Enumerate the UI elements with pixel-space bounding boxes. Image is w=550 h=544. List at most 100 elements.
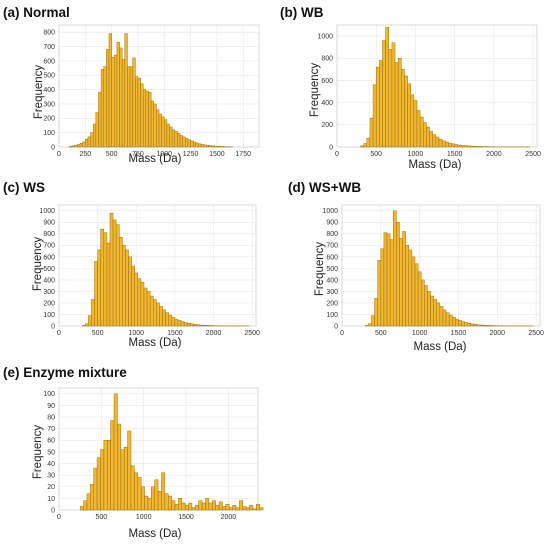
panel-b-bar	[444, 141, 449, 148]
panel-c-ytick-label: 900	[43, 220, 55, 227]
panel-e-bar	[134, 472, 139, 511]
panel-e-bar	[222, 506, 227, 511]
panel-d-bar	[430, 295, 434, 327]
panel-a-bar	[190, 140, 194, 148]
panel-e-bar	[96, 457, 101, 511]
panel-a-bar	[82, 141, 86, 148]
panel-a-xtick-label: 1750	[235, 151, 251, 158]
panel-a-bar	[182, 136, 186, 148]
panel-e-bar	[113, 393, 118, 511]
panel-c-bar	[103, 232, 108, 327]
panel-a-bar	[116, 41, 120, 148]
panel-a-bar	[177, 133, 181, 148]
panel-a-xtick-label: 1250	[183, 151, 199, 158]
panel-a-bar	[74, 145, 78, 148]
panel-b-bar	[369, 117, 374, 148]
panel-a-bar	[206, 145, 210, 148]
panel-c-bar	[140, 281, 145, 327]
panel-c-xtick-label: 2000	[206, 330, 222, 337]
panel-a-bar	[79, 143, 83, 148]
panel-b-xtick-label: 500	[370, 151, 382, 158]
panel-c-ytick-label: 300	[43, 289, 55, 296]
panel-c-bar	[159, 306, 163, 327]
panel-e-bar	[212, 500, 216, 511]
panel-c-ytick-label: 400	[43, 277, 55, 284]
panel-b-xtick-label: 1500	[447, 151, 463, 158]
panel-d-bar	[368, 323, 372, 327]
panel-d-xtick-label: 0	[340, 330, 344, 337]
panel-e-ytick-label: 70	[47, 426, 55, 433]
panel-e-xtick-label: 1000	[136, 514, 152, 521]
panel-b-bar	[407, 83, 411, 148]
panel-b-ytick-label: 1000	[317, 33, 333, 40]
panel-d-bar	[374, 298, 378, 327]
panel-b-ytick-label: 400	[321, 100, 333, 107]
panel-d-bar	[414, 263, 419, 327]
panel-e-ytick-label: 80	[47, 414, 55, 421]
panel-d-bar	[411, 256, 416, 327]
panel-c-bar	[205, 325, 210, 327]
panel-e-bar	[151, 486, 155, 511]
panel-c-bar	[137, 278, 142, 327]
panel-b-bar	[410, 94, 415, 148]
panel-d-ytick-label: 200	[326, 300, 338, 307]
panel-c-bar	[112, 219, 117, 327]
panel-e-bar	[205, 498, 210, 511]
panel-b-title: (b) WB	[280, 5, 324, 20]
panel-d-ytick-label: 400	[326, 277, 338, 284]
panel-e-bar	[242, 506, 247, 511]
panel-d-xtick-label: 2500	[528, 330, 544, 337]
panel-e-bar	[235, 507, 240, 511]
panel-c-title: (c) WS	[3, 180, 45, 195]
panel-a-bar	[219, 146, 223, 148]
panel-a-bar	[85, 138, 89, 148]
panel-c-bar	[131, 265, 135, 327]
panel-e-bar	[130, 465, 135, 511]
panel-a-bar	[71, 145, 76, 148]
panel-d-bar	[470, 323, 475, 327]
panel-d-bar	[424, 285, 428, 327]
panel-e-bar	[225, 503, 230, 511]
panel-b-xtick-label: 2500	[525, 151, 541, 158]
panel-c-xtick-label: 0	[57, 330, 61, 337]
panel-b-bar	[394, 62, 399, 148]
panel-d-bar	[452, 317, 456, 327]
panel-a-bar	[200, 144, 204, 148]
panel-c-bar	[174, 318, 179, 327]
panel-e-bar	[174, 503, 179, 511]
panel-d-xtick-label: 1000	[412, 330, 428, 337]
panel-b-bar	[413, 100, 418, 148]
panel-d-bar	[377, 260, 382, 327]
panel-d-bar	[445, 312, 450, 327]
panel-c-xtick-label: 2500	[244, 330, 260, 337]
panel-e-ytick-label: 30	[47, 473, 55, 480]
panel-a-bar	[132, 57, 136, 148]
panel-c-bar	[143, 287, 148, 327]
panel-c-xtick-label: 1000	[128, 330, 144, 337]
panel-e-bar	[117, 423, 122, 511]
panel-d-plot: 0 100 200 300 400 500 600 700 800 900 1000 0 500 1000…	[322, 204, 544, 337]
panel-d-ytick-label: 1000	[322, 208, 338, 215]
panel-c-xlabel: Mass (Da)	[128, 337, 181, 349]
panel-e-bar	[245, 507, 250, 511]
panel-c-bar	[128, 256, 132, 327]
panel-e-bar	[154, 479, 159, 511]
panel-a-bar	[214, 145, 218, 148]
panel-d-bar	[386, 233, 391, 327]
panel-e-ytick-label: 50	[47, 449, 55, 456]
panel-c-bar	[183, 322, 188, 327]
panel-b-bar	[391, 42, 396, 148]
panel-a-bar	[98, 92, 102, 148]
panel-c-plot: 0 100 200 300 400 500 600 700 800 900 1000 0 500 1000…	[39, 204, 260, 337]
panel-d-bar	[417, 271, 422, 327]
panel-c-ytick-label: 200	[43, 300, 55, 307]
panel-a-bar	[150, 100, 154, 148]
panel-d-bar	[439, 306, 444, 327]
panel-a-bar	[198, 143, 202, 148]
panel-c-bar	[88, 315, 92, 327]
panel-a-ylabel: Frequency	[33, 65, 45, 120]
panel-a-bar	[121, 59, 126, 148]
panel-e-bar	[188, 502, 193, 511]
panel-a-bar	[69, 146, 73, 148]
